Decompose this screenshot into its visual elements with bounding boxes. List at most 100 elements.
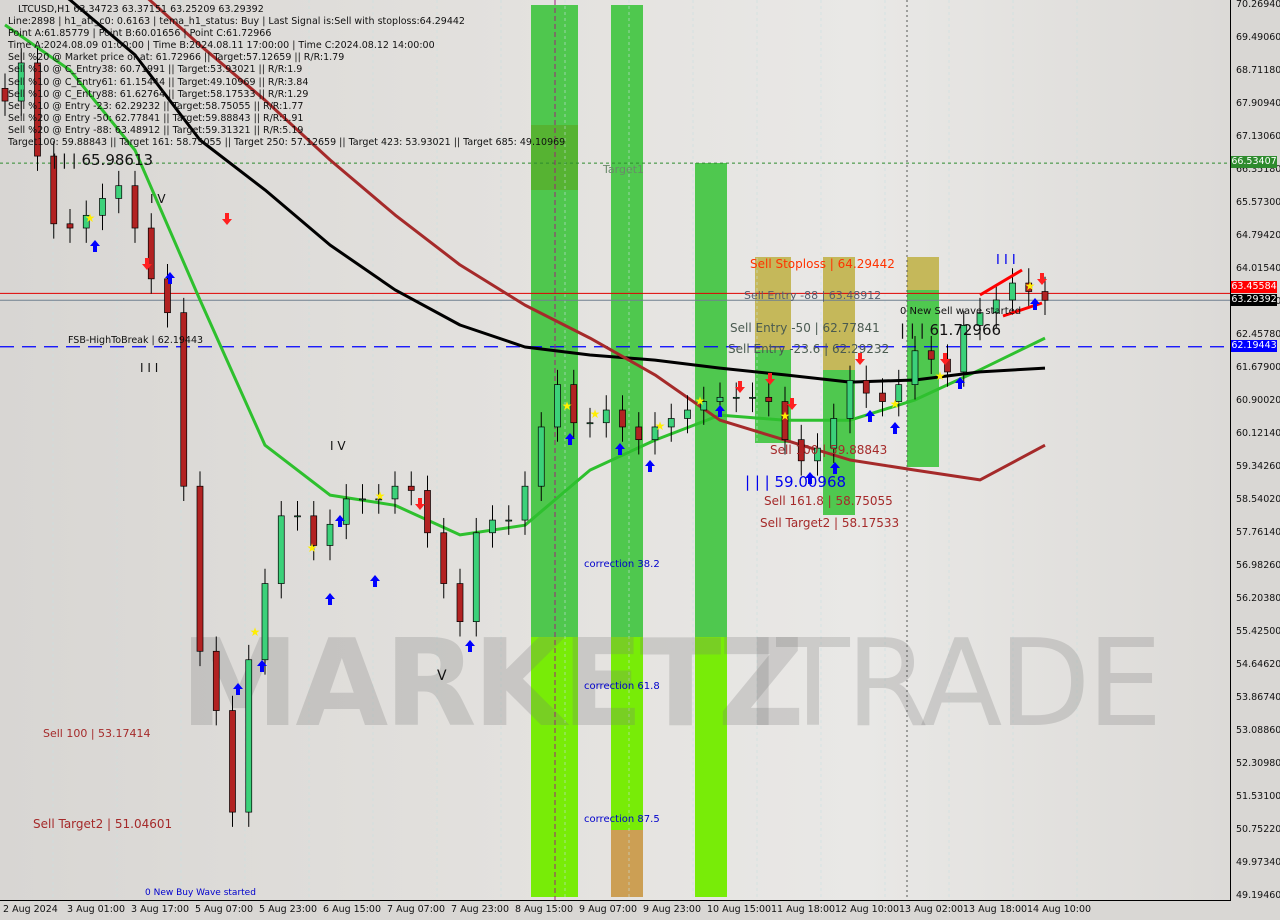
candle [440,517,448,599]
chart-plot-area[interactable]: MARKETZ ITRADE ★ ★ ★ ★ ★ ★ ★ ★ ★ ★ ★ ★ LTCUSD,H1 63… [0,0,1231,901]
time-tick-label: 14 Aug 10:00 [1027,904,1092,915]
buy-arrow-icon [890,422,900,434]
buy-arrow-icon [465,640,475,652]
sell-arrow-icon [142,258,152,270]
signal-zone [907,257,939,290]
price-tick-label: 52.30980 [1236,758,1280,769]
candle-body [472,532,480,623]
target1-label: Target1 [603,163,645,176]
candle-body [99,198,106,216]
info-line: Sell %10 @ C_Entry38: 60.71991 || Target… [8,64,303,76]
price-tick-label: 50.75220 [1236,824,1280,835]
buy-arrow-icon [865,410,875,422]
signal-star-icon: ★ [375,489,386,503]
wave-iv-label-2: I V [330,439,346,453]
signal-star-icon: ★ [780,409,791,423]
candle-body [684,409,691,419]
candle [99,183,106,231]
price-tick-label: 58.54020 [1236,494,1280,505]
price-tick-label: 54.64620 [1236,659,1280,670]
sell-161-label: Sell 161.8 | 58.75055 [764,494,893,508]
candle [66,208,74,243]
price-tick-label: 49.97340 [1236,857,1280,868]
candle [684,395,691,434]
moving-average-line-1 [67,0,1046,384]
wave-iv-label: I V [150,192,166,206]
signal-zone [823,257,855,370]
price-tick-label: 68.71180 [1236,65,1280,76]
buy-arrow-icon [1030,298,1040,310]
candle-body [407,485,415,491]
time-tick-label: 7 Aug 07:00 [387,904,446,915]
price-tick-label: 64.01540 [1236,263,1280,274]
candle [1,73,9,116]
candle [927,335,935,375]
candle-body [814,447,821,462]
candle [749,382,756,413]
candle [310,501,318,561]
info-line: Sell %20 @ Entry -88: 63.48912 || Target… [8,124,304,136]
candle-body [635,426,643,441]
sell-entry-23-label: Sell Entry -23.6 | 62.29232 [728,342,890,356]
price-tick-label: 66.35180 [1236,164,1280,175]
candle-body [651,426,659,441]
candle [862,365,870,408]
candle-body [1,88,9,102]
candle [196,471,204,667]
price-tick-label: 60.12140 [1236,428,1280,439]
sell-entry-88-label: Sell Entry -88 | 63.48912 [744,289,882,302]
sell-entry-50-label: Sell Entry -50 | 62.77841 [730,321,880,335]
price-tick-label: 49.19460 [1236,890,1280,901]
candle [277,501,285,599]
candle-body [602,409,610,424]
price-tick-label: 60.90020 [1236,395,1280,406]
candle [814,433,821,476]
candle-body [1025,282,1033,292]
candle-body [505,519,513,522]
buy-arrow-icon [805,472,815,484]
price-tick-label: 55.42500 [1236,626,1280,637]
time-tick-label: 12 Aug 10:00 [835,904,900,915]
candle-body [619,409,626,428]
candle [229,695,236,827]
candle [50,141,58,239]
signal-zone [755,257,791,350]
sell-target2-left-label: Sell Target2 | 51.04601 [33,817,173,831]
candle [602,395,610,438]
candle [359,484,366,514]
current-price-badge: 63.29392 [1231,294,1277,306]
candle-body [862,380,870,394]
candle-body [326,523,334,546]
candle [700,386,708,425]
candle-body [732,396,740,399]
candle-body [927,350,935,360]
candle-body [34,62,41,157]
buy-arrow-icon [830,462,840,474]
price-tick-label: 69.49060 [1236,32,1280,43]
time-tick-label: 6 Aug 15:00 [323,904,382,915]
candle [407,471,415,506]
buy-arrow-icon [370,575,380,587]
info-line: Sell %20 @ Entry -50: 62.77841 || Target… [8,112,304,124]
channel-line [979,268,1023,297]
candle-body [147,227,155,280]
candle [1025,268,1033,307]
high-to-break-price-badge: 62.19443 [1231,340,1277,352]
candle-body [554,384,561,428]
candle [212,636,220,726]
new-sell-wave-label: 0 New Sell wave started [900,306,1022,317]
candle-body [82,214,90,229]
signal-star-icon: ★ [695,394,706,408]
buy-arrow-icon [955,377,965,389]
sell-arrow-icon [787,398,797,410]
point-b-label: | | | 59.00968 [745,473,847,491]
candle [635,412,643,455]
candle [586,407,594,438]
target-price-badge: 66.53407 [1231,156,1277,168]
price-tick-label: 57.76140 [1236,527,1280,538]
candle-body [359,498,366,501]
sell-100-right-label: Sell 100 | 59.88843 [770,443,888,457]
candle-body [310,515,318,546]
sell-arrow-icon [222,213,232,225]
sell-arrow-icon [415,498,425,510]
